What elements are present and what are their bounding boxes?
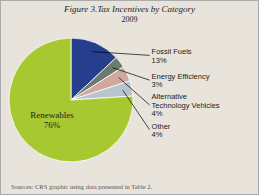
html-text:Sources: CRS graphic using dat: Sources: CRS graphic using data presente… [11,183,153,190]
html-text:Figure 3.Tax Incentives by Cat: Figure 3.Tax Incentives by Category [64,4,195,14]
html-text:2009: 2009 [121,15,138,24]
svg-text:AlternativeTechnology Vehicles: AlternativeTechnology Vehicles4% [152,92,220,118]
svg-text:Energy Efficiency3%: Energy Efficiency3% [152,71,210,89]
svg-text:Renewables76%: Renewables76% [30,110,74,130]
svg-text:Fossil Fuels13%: Fossil Fuels13% [152,47,192,65]
svg-text:Other4%: Other4% [152,121,171,139]
